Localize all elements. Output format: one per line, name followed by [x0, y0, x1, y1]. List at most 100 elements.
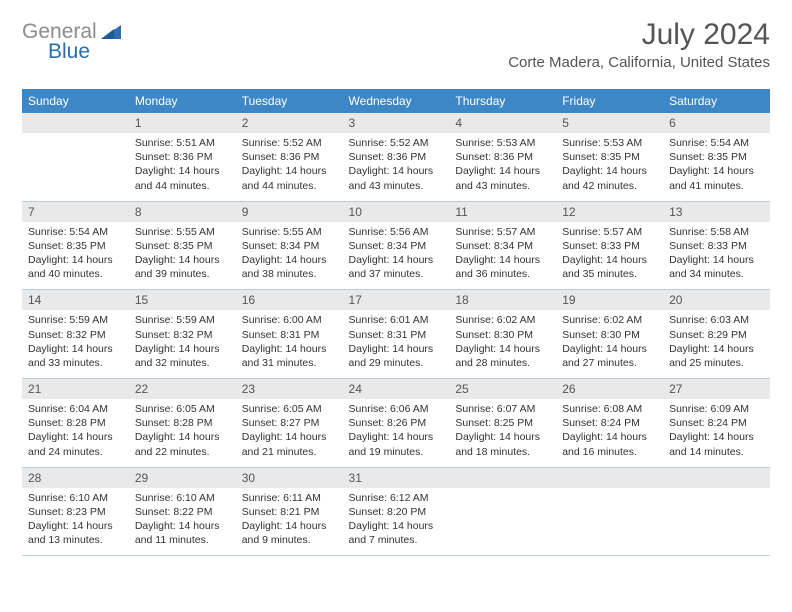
calendar-header-row: Sunday Monday Tuesday Wednesday Thursday…: [22, 89, 770, 113]
calendar-cell: [22, 113, 129, 201]
sunrise-line: Sunrise: 5:58 AM: [669, 225, 764, 239]
day-details: Sunrise: 6:05 AMSunset: 8:27 PMDaylight:…: [236, 399, 343, 467]
sunrise-line: Sunrise: 5:52 AM: [349, 136, 444, 150]
daylight-line: Daylight: 14 hours and 33 minutes.: [28, 342, 123, 370]
day-number: 20: [663, 290, 770, 310]
daylight-line: Daylight: 14 hours and 36 minutes.: [455, 253, 550, 281]
day-number: 24: [343, 379, 450, 399]
day-number: 23: [236, 379, 343, 399]
day-details: [449, 488, 556, 499]
logo-text-blue-wrap: Blue: [49, 40, 90, 64]
sunset-line: Sunset: 8:28 PM: [135, 416, 230, 430]
title-block: July 2024 Corte Madera, California, Unit…: [508, 18, 770, 71]
sunrise-line: Sunrise: 5:53 AM: [455, 136, 550, 150]
day-number: 10: [343, 202, 450, 222]
sunrise-line: Sunrise: 6:02 AM: [455, 313, 550, 327]
sunset-line: Sunset: 8:35 PM: [135, 239, 230, 253]
daylight-line: Daylight: 14 hours and 29 minutes.: [349, 342, 444, 370]
sunrise-line: Sunrise: 5:59 AM: [28, 313, 123, 327]
sunrise-line: Sunrise: 6:10 AM: [135, 491, 230, 505]
day-details: Sunrise: 5:56 AMSunset: 8:34 PMDaylight:…: [343, 222, 450, 290]
daylight-line: Daylight: 14 hours and 41 minutes.: [669, 164, 764, 192]
calendar-cell: 15Sunrise: 5:59 AMSunset: 8:32 PMDayligh…: [129, 290, 236, 379]
daylight-line: Daylight: 14 hours and 44 minutes.: [242, 164, 337, 192]
day-number: 14: [22, 290, 129, 310]
calendar-cell: 18Sunrise: 6:02 AMSunset: 8:30 PMDayligh…: [449, 290, 556, 379]
sunrise-line: Sunrise: 5:52 AM: [242, 136, 337, 150]
day-number: 26: [556, 379, 663, 399]
sunset-line: Sunset: 8:23 PM: [28, 505, 123, 519]
sunrise-line: Sunrise: 5:55 AM: [135, 225, 230, 239]
day-details: Sunrise: 5:54 AMSunset: 8:35 PMDaylight:…: [22, 222, 129, 290]
calendar-cell: 16Sunrise: 6:00 AMSunset: 8:31 PMDayligh…: [236, 290, 343, 379]
day-details: Sunrise: 6:06 AMSunset: 8:26 PMDaylight:…: [343, 399, 450, 467]
calendar-cell: 6Sunrise: 5:54 AMSunset: 8:35 PMDaylight…: [663, 113, 770, 201]
day-details: Sunrise: 5:59 AMSunset: 8:32 PMDaylight:…: [129, 310, 236, 378]
day-number: 7: [22, 202, 129, 222]
sunset-line: Sunset: 8:30 PM: [455, 328, 550, 342]
day-details: Sunrise: 5:53 AMSunset: 8:35 PMDaylight:…: [556, 133, 663, 201]
calendar-cell: 13Sunrise: 5:58 AMSunset: 8:33 PMDayligh…: [663, 201, 770, 290]
day-details: Sunrise: 5:55 AMSunset: 8:35 PMDaylight:…: [129, 222, 236, 290]
calendar-cell: 17Sunrise: 6:01 AMSunset: 8:31 PMDayligh…: [343, 290, 450, 379]
sunrise-line: Sunrise: 6:11 AM: [242, 491, 337, 505]
calendar-cell: 2Sunrise: 5:52 AMSunset: 8:36 PMDaylight…: [236, 113, 343, 201]
day-details: [556, 488, 663, 499]
day-details: Sunrise: 6:07 AMSunset: 8:25 PMDaylight:…: [449, 399, 556, 467]
sunset-line: Sunset: 8:28 PM: [28, 416, 123, 430]
sunset-line: Sunset: 8:33 PM: [562, 239, 657, 253]
day-header: Sunday: [22, 89, 129, 113]
daylight-line: Daylight: 14 hours and 44 minutes.: [135, 164, 230, 192]
day-header: Thursday: [449, 89, 556, 113]
daylight-line: Daylight: 14 hours and 31 minutes.: [242, 342, 337, 370]
daylight-line: Daylight: 14 hours and 42 minutes.: [562, 164, 657, 192]
calendar-cell: 23Sunrise: 6:05 AMSunset: 8:27 PMDayligh…: [236, 379, 343, 468]
daylight-line: Daylight: 14 hours and 40 minutes.: [28, 253, 123, 281]
calendar-cell: 5Sunrise: 5:53 AMSunset: 8:35 PMDaylight…: [556, 113, 663, 201]
day-header: Wednesday: [343, 89, 450, 113]
day-details: Sunrise: 5:57 AMSunset: 8:33 PMDaylight:…: [556, 222, 663, 290]
sunset-line: Sunset: 8:26 PM: [349, 416, 444, 430]
daylight-line: Daylight: 14 hours and 34 minutes.: [669, 253, 764, 281]
day-number: 5: [556, 113, 663, 133]
day-details: Sunrise: 5:51 AMSunset: 8:36 PMDaylight:…: [129, 133, 236, 201]
sunset-line: Sunset: 8:34 PM: [242, 239, 337, 253]
day-number: 3: [343, 113, 450, 133]
calendar-cell: 27Sunrise: 6:09 AMSunset: 8:24 PMDayligh…: [663, 379, 770, 468]
logo-mark-icon: [101, 21, 121, 44]
daylight-line: Daylight: 14 hours and 24 minutes.: [28, 430, 123, 458]
calendar-cell: 25Sunrise: 6:07 AMSunset: 8:25 PMDayligh…: [449, 379, 556, 468]
day-details: Sunrise: 6:02 AMSunset: 8:30 PMDaylight:…: [556, 310, 663, 378]
day-number: [449, 468, 556, 488]
day-details: Sunrise: 6:08 AMSunset: 8:24 PMDaylight:…: [556, 399, 663, 467]
daylight-line: Daylight: 14 hours and 43 minutes.: [349, 164, 444, 192]
sunrise-line: Sunrise: 6:08 AM: [562, 402, 657, 416]
calendar-cell: 7Sunrise: 5:54 AMSunset: 8:35 PMDaylight…: [22, 201, 129, 290]
daylight-line: Daylight: 14 hours and 18 minutes.: [455, 430, 550, 458]
daylight-line: Daylight: 14 hours and 9 minutes.: [242, 519, 337, 547]
sunset-line: Sunset: 8:33 PM: [669, 239, 764, 253]
day-details: [663, 488, 770, 499]
sunrise-line: Sunrise: 6:02 AM: [562, 313, 657, 327]
day-number: 29: [129, 468, 236, 488]
sunset-line: Sunset: 8:36 PM: [455, 150, 550, 164]
day-details: Sunrise: 5:52 AMSunset: 8:36 PMDaylight:…: [236, 133, 343, 201]
calendar-body: 1Sunrise: 5:51 AMSunset: 8:36 PMDaylight…: [22, 113, 770, 556]
daylight-line: Daylight: 14 hours and 13 minutes.: [28, 519, 123, 547]
day-number: 8: [129, 202, 236, 222]
sunset-line: Sunset: 8:29 PM: [669, 328, 764, 342]
daylight-line: Daylight: 14 hours and 7 minutes.: [349, 519, 444, 547]
sunrise-line: Sunrise: 6:05 AM: [135, 402, 230, 416]
day-number: [663, 468, 770, 488]
daylight-line: Daylight: 14 hours and 19 minutes.: [349, 430, 444, 458]
calendar-cell: 14Sunrise: 5:59 AMSunset: 8:32 PMDayligh…: [22, 290, 129, 379]
day-header: Saturday: [663, 89, 770, 113]
sunrise-line: Sunrise: 6:04 AM: [28, 402, 123, 416]
calendar-cell: 31Sunrise: 6:12 AMSunset: 8:20 PMDayligh…: [343, 467, 450, 556]
calendar-cell: 21Sunrise: 6:04 AMSunset: 8:28 PMDayligh…: [22, 379, 129, 468]
day-details: Sunrise: 6:09 AMSunset: 8:24 PMDaylight:…: [663, 399, 770, 467]
sunrise-line: Sunrise: 5:55 AM: [242, 225, 337, 239]
daylight-line: Daylight: 14 hours and 38 minutes.: [242, 253, 337, 281]
calendar-cell: 12Sunrise: 5:57 AMSunset: 8:33 PMDayligh…: [556, 201, 663, 290]
sunset-line: Sunset: 8:31 PM: [349, 328, 444, 342]
